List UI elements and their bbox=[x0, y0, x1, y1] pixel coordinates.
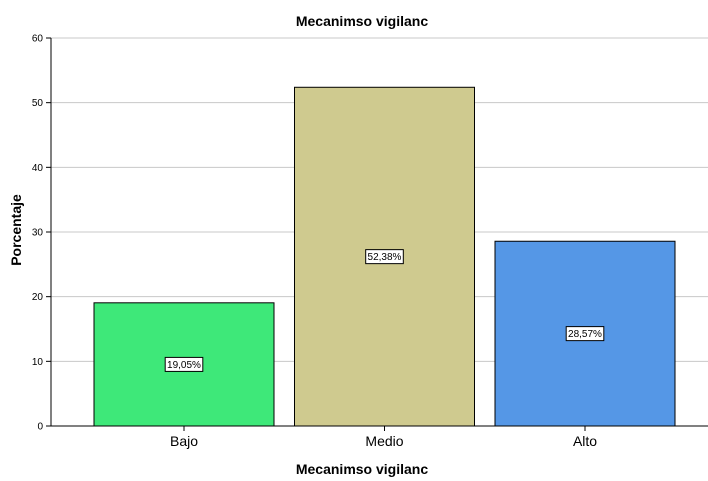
y-tick-label: 0 bbox=[37, 422, 43, 433]
y-tick-label: 60 bbox=[32, 34, 44, 45]
y-tick-label: 50 bbox=[32, 98, 44, 109]
data-label: 28,57% bbox=[568, 329, 602, 340]
y-axis-ticks: 0 10 20 30 40 50 60 bbox=[32, 34, 51, 433]
data-label-box bbox=[565, 326, 605, 342]
data-label: 19,05% bbox=[167, 360, 201, 371]
data-label: 52,38% bbox=[368, 252, 402, 263]
data-label-box bbox=[164, 356, 204, 372]
data-labels: 19,05% 52,38% 28,57% bbox=[164, 249, 605, 372]
x-axis-ticks: Bajo Medio Alto bbox=[170, 426, 597, 449]
x-axis-label: Mecanimso vigilanc bbox=[296, 461, 428, 477]
x-tick-label: Medio bbox=[365, 433, 403, 449]
y-tick-label: 40 bbox=[32, 163, 44, 174]
x-tick-label: Bajo bbox=[170, 433, 198, 449]
y-tick-label: 30 bbox=[32, 228, 44, 239]
data-label-box bbox=[365, 249, 404, 265]
chart-title: Mecanimso vigilanc bbox=[296, 13, 428, 29]
y-axis-label: Porcentaje bbox=[8, 194, 24, 266]
y-tick-label: 10 bbox=[32, 357, 44, 368]
x-tick-label: Alto bbox=[573, 433, 597, 449]
y-tick-label: 20 bbox=[32, 292, 44, 303]
